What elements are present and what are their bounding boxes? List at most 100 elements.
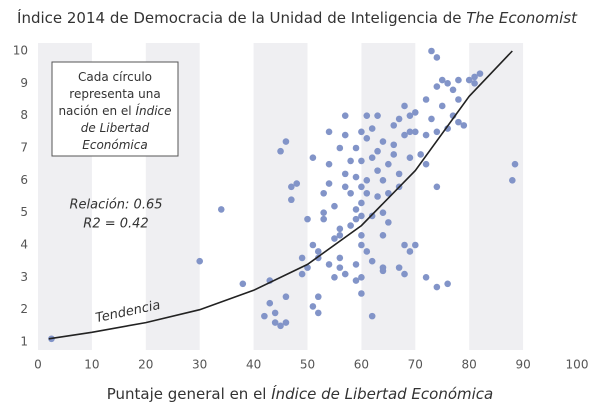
x-tick-label: 0 <box>34 358 42 372</box>
note-part: Índice <box>135 103 171 118</box>
point <box>471 73 478 81</box>
point <box>455 76 462 84</box>
point <box>358 128 365 136</box>
point <box>358 157 365 165</box>
point <box>379 232 387 239</box>
point <box>293 180 301 187</box>
point <box>455 118 462 126</box>
point <box>314 248 322 255</box>
point <box>390 141 398 149</box>
note-part: Cada círculo <box>78 70 152 84</box>
x-axis-label: Puntaje general en el Índice de Libertad… <box>107 384 493 403</box>
point <box>390 151 398 158</box>
note-part: nación en el <box>58 104 135 118</box>
x-tick-label: 100 <box>566 358 589 372</box>
x-tick-label: 50 <box>300 358 315 372</box>
point <box>363 248 371 255</box>
note-box <box>51 61 179 157</box>
point <box>449 86 457 94</box>
point <box>444 80 451 87</box>
bands <box>38 43 524 350</box>
point <box>412 128 419 136</box>
point <box>309 241 317 249</box>
x-tick-label: 80 <box>462 358 477 372</box>
point <box>282 293 290 301</box>
point <box>465 76 473 84</box>
y-tick-label: 6 <box>20 173 28 187</box>
point <box>428 115 435 123</box>
y-tick-label: 3 <box>20 270 28 284</box>
point <box>352 173 360 181</box>
point <box>304 215 311 223</box>
point <box>358 290 365 297</box>
note-line: de Libertad <box>81 121 150 135</box>
point <box>261 312 268 320</box>
point <box>271 309 279 317</box>
point <box>438 76 446 84</box>
point <box>341 270 349 278</box>
point <box>374 147 381 155</box>
point <box>325 128 333 136</box>
point <box>374 167 381 174</box>
point <box>314 293 322 301</box>
point <box>336 225 344 233</box>
point <box>336 264 344 271</box>
point <box>401 102 408 110</box>
point <box>511 160 519 168</box>
point <box>374 112 381 119</box>
note-line: representa una <box>69 87 160 101</box>
point <box>455 96 462 103</box>
point <box>417 151 424 158</box>
point <box>368 212 376 220</box>
point <box>406 128 414 136</box>
point <box>385 160 392 168</box>
point <box>401 270 408 278</box>
point <box>341 112 349 119</box>
point <box>379 177 387 184</box>
point <box>358 212 365 220</box>
point <box>438 102 446 110</box>
y-tick-label: 2 <box>20 302 28 316</box>
y-tick-label: 4 <box>20 238 28 252</box>
point <box>433 83 441 90</box>
point <box>390 122 398 129</box>
point <box>320 189 327 197</box>
point <box>282 138 290 145</box>
point <box>325 261 333 268</box>
point <box>358 183 365 191</box>
point <box>363 177 371 184</box>
point <box>347 189 354 197</box>
trend-line <box>48 50 513 340</box>
point <box>368 257 376 265</box>
point <box>298 270 306 278</box>
title-part: The Economist <box>466 9 578 27</box>
note-line: Económica <box>82 138 147 152</box>
point <box>325 160 333 168</box>
note-line: nación en el Índice <box>58 103 171 118</box>
point <box>288 183 295 191</box>
point <box>385 189 392 197</box>
point <box>406 248 414 255</box>
point <box>309 303 317 310</box>
point <box>347 157 354 165</box>
point <box>412 109 419 116</box>
point <box>433 54 441 61</box>
chart-title: Índice 2014 de Democracia de la Unidad d… <box>17 8 578 27</box>
point <box>298 254 306 262</box>
point <box>395 170 403 178</box>
point <box>433 183 441 191</box>
y-tick-label: 1 <box>20 335 28 349</box>
point <box>433 283 441 291</box>
point <box>401 241 408 249</box>
point <box>460 122 468 129</box>
x-tick-label: 20 <box>138 358 153 372</box>
point <box>271 319 279 326</box>
point <box>352 144 360 152</box>
point <box>266 299 274 307</box>
point <box>320 209 327 216</box>
point <box>336 232 344 239</box>
point <box>358 232 365 239</box>
label-part: Índice de Libertad Económica <box>271 384 493 403</box>
point <box>422 96 430 103</box>
point <box>428 47 435 55</box>
